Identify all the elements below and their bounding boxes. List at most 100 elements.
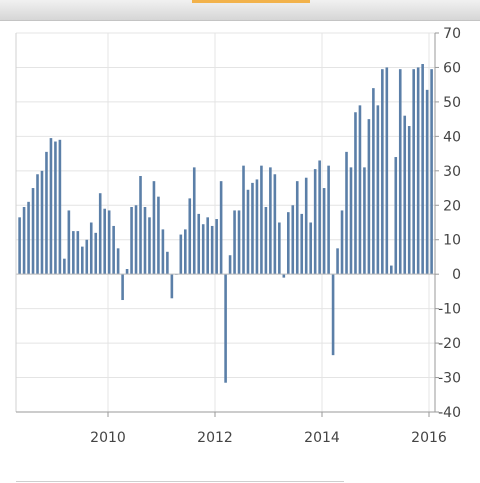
bar [425, 89, 429, 275]
bar [206, 217, 209, 275]
bar [134, 205, 138, 275]
bar [201, 224, 205, 275]
bar [152, 181, 156, 275]
bar [148, 217, 151, 275]
bar [349, 167, 353, 275]
x-tick-label: 2014 [304, 430, 340, 446]
bar [85, 239, 89, 275]
bar [192, 167, 196, 275]
bar [40, 170, 44, 275]
bar [157, 196, 160, 275]
bar [45, 151, 48, 275]
bar [430, 69, 433, 275]
bar [188, 198, 192, 275]
bar [331, 274, 335, 356]
bar [161, 229, 165, 275]
bar [228, 255, 232, 275]
bar [18, 217, 21, 275]
y-tick-label: -10 [438, 302, 461, 318]
bar [390, 265, 393, 275]
bar [130, 207, 133, 275]
bar [403, 115, 407, 275]
bar [116, 248, 120, 275]
bar [407, 126, 411, 275]
y-tick-label: -20 [438, 336, 461, 352]
bar [27, 201, 30, 275]
bar [412, 69, 415, 275]
bar [54, 141, 57, 275]
bar [224, 274, 227, 383]
bar [67, 210, 71, 275]
y-tick-label: -30 [438, 371, 461, 387]
bar [233, 210, 236, 275]
bar [421, 64, 424, 275]
bar [237, 210, 241, 275]
bar [125, 269, 129, 275]
bar [36, 174, 39, 275]
bar [340, 210, 344, 275]
bar [385, 67, 389, 275]
bar [98, 193, 102, 275]
bar [246, 189, 250, 275]
bar [372, 88, 375, 275]
bar [22, 207, 26, 275]
bar [273, 174, 277, 275]
y-tick-label: 70 [443, 26, 461, 42]
bar [354, 112, 357, 275]
bar [327, 165, 330, 275]
x-tick-label: 2010 [90, 430, 126, 446]
bar [322, 188, 326, 275]
bar [282, 274, 286, 278]
y-axis-ticks: 70 60 50 40 30 20 10 0 -10 -20 -30 -40 [435, 26, 461, 421]
y-tick-label: 20 [443, 198, 461, 214]
bar [219, 181, 223, 275]
y-tick-label: 60 [443, 60, 461, 76]
x-tick-label: 2016 [411, 430, 447, 446]
bar [313, 169, 317, 275]
bar [76, 231, 80, 275]
x-axis-ticks: 2010 2012 2014 2016 [90, 412, 447, 446]
bar [278, 222, 281, 275]
bar [89, 222, 93, 275]
bar [398, 69, 402, 275]
bar [291, 205, 295, 275]
bar [376, 105, 380, 275]
bar [58, 139, 62, 275]
x-tick-label: 2012 [197, 430, 233, 446]
bar [63, 258, 66, 275]
bar [197, 213, 201, 275]
y-tick-label: -40 [438, 405, 461, 421]
bar [49, 138, 53, 275]
bar [260, 165, 263, 275]
bar [394, 157, 398, 275]
bar [94, 232, 98, 275]
bar [304, 177, 308, 275]
y-tick-label: 10 [443, 233, 461, 249]
bar [170, 274, 174, 299]
bar [184, 229, 187, 275]
bar [367, 119, 371, 275]
bar [309, 222, 312, 275]
bar [31, 188, 35, 275]
bar [264, 207, 268, 275]
bar [295, 181, 299, 275]
bar [318, 160, 321, 275]
y-tick-label: 30 [443, 164, 461, 180]
bar [336, 248, 339, 275]
bottom-divider [16, 481, 344, 482]
bar [345, 151, 348, 275]
bar [139, 175, 142, 275]
bar [381, 69, 384, 275]
bar [107, 210, 111, 275]
y-tick-label: 50 [443, 95, 461, 111]
bar [81, 246, 84, 275]
bar [179, 234, 183, 275]
bar [166, 251, 169, 275]
bar [103, 208, 106, 275]
bar [416, 67, 420, 275]
y-tick-label: 40 [443, 129, 461, 145]
bar [358, 105, 362, 275]
bar [143, 207, 147, 275]
bar [242, 165, 245, 275]
